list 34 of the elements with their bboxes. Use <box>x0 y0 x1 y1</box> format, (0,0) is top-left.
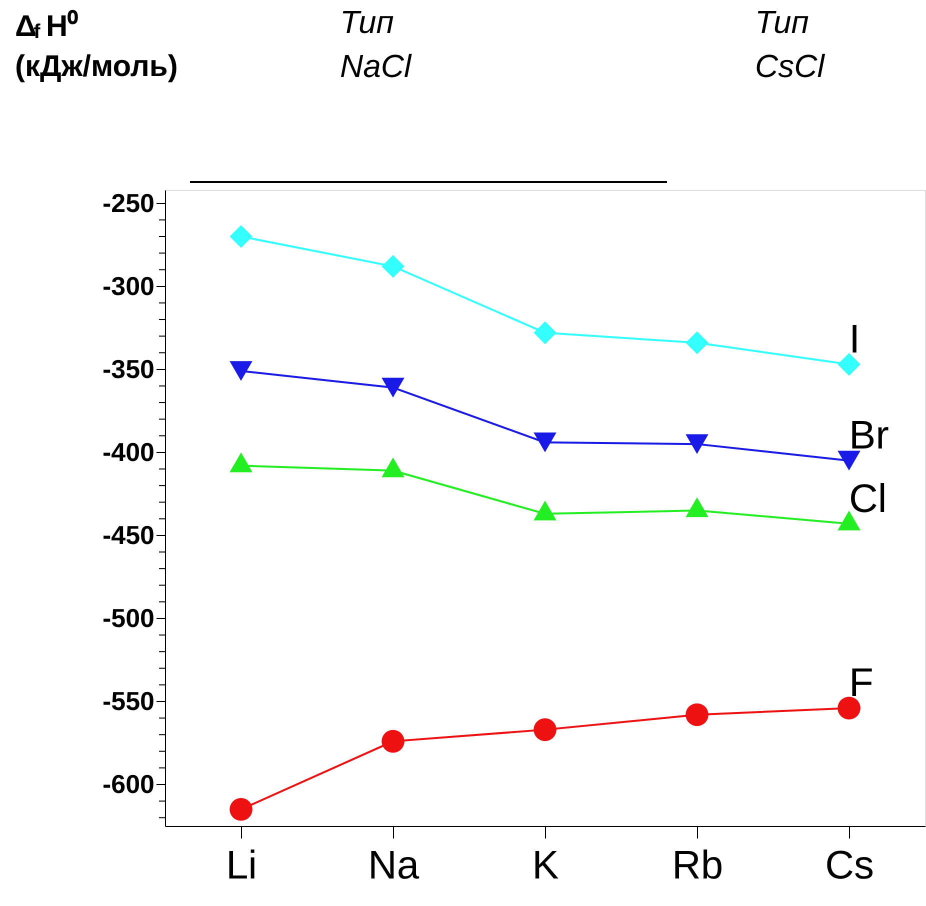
point <box>230 798 252 821</box>
y-tick-label: -600 <box>102 768 154 799</box>
series-label: F <box>849 661 874 706</box>
x-tick-label: Na <box>368 844 420 888</box>
text: Тип CsCl <box>755 4 826 84</box>
point <box>838 696 860 720</box>
x-tick-label: Li <box>226 844 258 888</box>
point <box>838 450 860 471</box>
x-tick-label: K <box>532 844 560 888</box>
point <box>230 225 252 248</box>
text: Тип NaCl <box>340 4 412 84</box>
point <box>686 434 708 454</box>
point <box>534 321 556 344</box>
y-tick-label: -500 <box>102 602 154 633</box>
x-tick-label: Cs <box>825 844 874 888</box>
series-label: I <box>849 317 860 362</box>
point <box>382 378 404 398</box>
y-tick-label: -300 <box>102 270 154 301</box>
y-tick-label: -250 <box>102 188 154 218</box>
y-tick-label: -350 <box>102 354 154 384</box>
point <box>230 361 252 381</box>
y-tick-label: -450 <box>102 520 154 550</box>
y-tick-label: -550 <box>102 686 154 716</box>
point <box>534 432 556 452</box>
y-tick-label: -400 <box>102 436 154 467</box>
point <box>534 718 556 742</box>
x-tick-label: Rb <box>672 844 724 888</box>
series-label: Br <box>849 414 889 458</box>
point <box>686 331 708 354</box>
point <box>382 254 404 278</box>
series-label: Cl <box>849 476 887 521</box>
point <box>382 730 404 753</box>
point <box>686 703 708 726</box>
point <box>838 352 860 376</box>
